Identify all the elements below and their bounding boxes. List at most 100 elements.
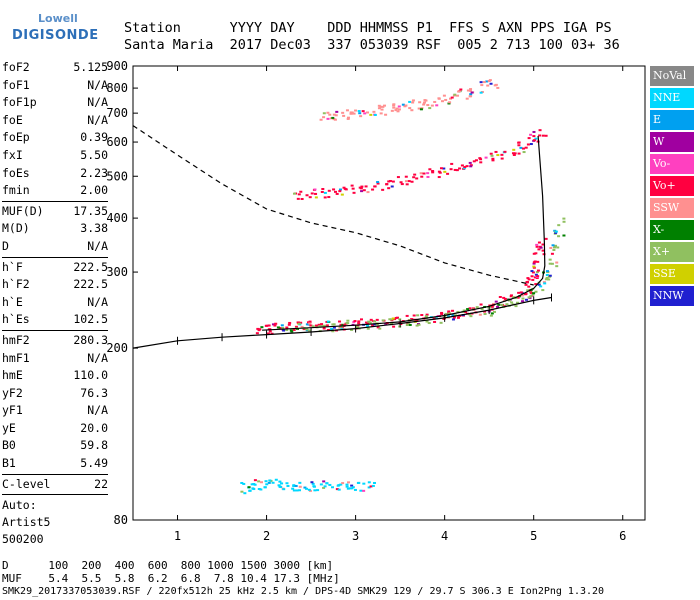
echo-point: [539, 246, 543, 249]
echo-point: [522, 151, 526, 154]
echo-point: [527, 278, 531, 281]
param-row: fmin 2.00: [2, 182, 108, 200]
echo-point: [388, 318, 392, 321]
echo-point: [535, 271, 539, 274]
echo-point: [450, 162, 454, 165]
param-row: foE N/A: [2, 112, 108, 130]
echo-cluster: [281, 217, 566, 333]
echo-point: [415, 177, 419, 180]
echo-point: [240, 481, 244, 484]
echo-point: [431, 170, 435, 173]
param-row: h`E N/A: [2, 294, 108, 312]
param-value: 280.3: [73, 332, 108, 347]
echo-point: [456, 316, 460, 319]
echo-point: [349, 112, 353, 115]
param-label: h`Es: [2, 312, 30, 327]
echo-point: [362, 489, 366, 492]
echo-point: [550, 252, 554, 255]
echo-point: [321, 187, 325, 190]
echo-point: [457, 90, 461, 93]
echo-point: [397, 108, 401, 111]
echo-point: [381, 188, 385, 191]
echo-point: [323, 191, 327, 194]
echo-point: [268, 330, 272, 333]
y-tick-label: 700: [106, 106, 128, 120]
echo-point: [278, 327, 282, 330]
echo-point: [352, 321, 356, 324]
echo-point: [325, 482, 329, 485]
echo-point: [334, 114, 338, 117]
echo-point: [268, 328, 272, 331]
echo-point: [542, 281, 546, 284]
param-label: foE: [2, 112, 23, 127]
echo-point: [391, 317, 395, 320]
echo-point: [322, 480, 326, 483]
echo-point: [437, 170, 441, 173]
echo-point: [513, 152, 517, 155]
echo-point: [273, 324, 277, 327]
echo-point: [404, 180, 408, 183]
echo-point: [364, 185, 368, 188]
param-label: D: [2, 238, 9, 253]
echo-point: [308, 320, 312, 323]
echo-point: [265, 483, 269, 486]
echo-point: [555, 261, 559, 264]
echo-point: [544, 237, 548, 240]
echo-point: [462, 167, 466, 170]
echo-point: [338, 188, 342, 191]
echo-point: [345, 109, 349, 112]
echo-point: [463, 166, 467, 169]
echo-point: [451, 318, 455, 321]
echo-point: [517, 144, 521, 147]
echo-point: [538, 129, 542, 132]
x-tick-label: 5: [530, 529, 537, 543]
echo-point: [471, 307, 475, 310]
param-value: N/A: [87, 238, 108, 253]
echo-point: [442, 318, 446, 321]
echo-point: [468, 161, 472, 164]
echo-point: [373, 113, 377, 116]
param-row: hmF2 280.3: [2, 332, 108, 350]
param-row: h`F2 222.5: [2, 276, 108, 294]
echo-point: [503, 297, 507, 300]
echo-point: [372, 110, 376, 113]
echo-point: [376, 181, 380, 184]
x-tick-label: 1: [174, 529, 181, 543]
echo-point: [440, 313, 444, 316]
param-label: h`E: [2, 294, 23, 309]
echo-point: [381, 319, 385, 322]
echo-point: [412, 176, 416, 179]
echo-point: [346, 322, 350, 325]
echo-point: [462, 309, 466, 312]
echo-point: [343, 187, 347, 190]
echo-point: [526, 277, 530, 280]
echo-point: [532, 130, 536, 133]
echo-point: [439, 167, 443, 170]
echo-point: [469, 165, 473, 168]
echo-point: [331, 330, 335, 333]
param-row: foEs 2.23: [2, 165, 108, 183]
echo-point: [466, 89, 470, 92]
param-row: h`Es 102.5: [2, 311, 108, 329]
echo-point: [383, 104, 387, 107]
echo-point: [278, 480, 282, 483]
echo-point: [408, 100, 412, 103]
echo-point: [502, 296, 506, 299]
auto-block: Auto: Artist5 500200: [2, 497, 108, 548]
param-row: foF1 N/A: [2, 77, 108, 95]
echo-point: [392, 106, 396, 109]
echo-point: [352, 191, 356, 194]
echo-point: [411, 99, 415, 102]
echo-point: [346, 117, 350, 120]
y-tick-label: 500: [106, 169, 128, 183]
echo-point: [359, 489, 363, 492]
echo-point: [328, 113, 332, 116]
echo-point: [395, 107, 399, 110]
param-value: 20.0: [80, 420, 108, 435]
echo-point: [526, 289, 530, 292]
echo-point: [309, 324, 313, 327]
echo-point: [469, 95, 473, 98]
echo-point: [376, 326, 380, 329]
footer-muf: MUF 5.4 5.5 5.8 6.2 6.8 7.8 10.4 17.3 [M…: [2, 572, 340, 585]
echo-point: [410, 180, 414, 183]
